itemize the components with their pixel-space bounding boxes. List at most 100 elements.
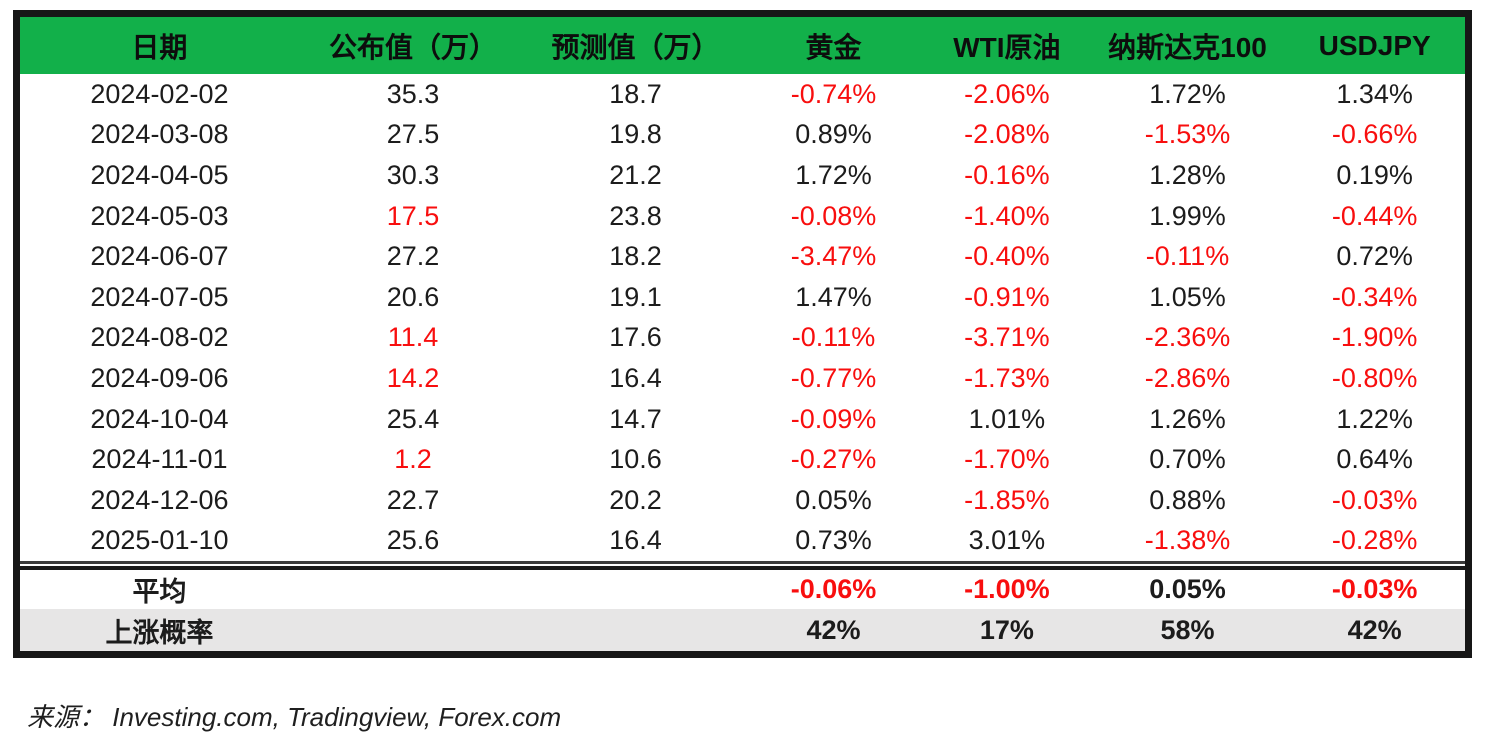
date-cell: 2024-07-05 bbox=[90, 281, 229, 312]
forecast-value-cell: 16.4 bbox=[609, 525, 662, 556]
table-summary: 平均 -0.06% -1.00% 0.05% -0.03% 上涨概率 42% 1… bbox=[20, 561, 1465, 652]
column-header-usdjpy: USDJPY bbox=[1284, 17, 1465, 74]
table-row: 2024-05-03 17.5 23.8 -0.08% -1.40% 1.99%… bbox=[20, 196, 1465, 237]
column-header-wti: WTI原油 bbox=[923, 17, 1091, 74]
gold-change-cell: 0.73% bbox=[795, 525, 872, 556]
probability-wti-cell: 17% bbox=[923, 609, 1091, 652]
table-row: 2024-06-07 27.2 18.2 -3.47% -0.40% -0.11… bbox=[20, 236, 1465, 277]
summary-separator bbox=[20, 561, 1465, 570]
probability-nasdaq100-cell: 58% bbox=[1090, 609, 1285, 652]
wti-change-cell: -1.85% bbox=[964, 484, 1050, 515]
actual-value-cell: 20.6 bbox=[386, 281, 440, 312]
forecast-value-cell: 19.1 bbox=[609, 281, 662, 312]
table-row: 2024-12-06 22.7 20.2 0.05% -1.85% 0.88% … bbox=[20, 480, 1465, 521]
table-row: 2024-04-05 30.3 21.2 1.72% -0.16% 1.28% … bbox=[20, 155, 1465, 196]
date-cell: 2024-05-03 bbox=[90, 200, 229, 231]
probability-usdjpy-cell: 42% bbox=[1284, 609, 1465, 652]
actual-value-cell: 17.5 bbox=[386, 200, 440, 231]
wti-change-cell: -3.71% bbox=[964, 322, 1050, 353]
table-row: 2024-09-06 14.2 16.4 -0.77% -1.73% -2.86… bbox=[20, 358, 1465, 399]
column-header-actual: 公布值（万） bbox=[298, 17, 528, 74]
nfp-impact-table: 日期 公布值（万） 预测值（万） 黄金 WTI原油 纳斯达克100 USDJPY… bbox=[20, 17, 1465, 652]
column-header-date: 日期 bbox=[20, 17, 299, 74]
usdjpy-change-cell: -0.03% bbox=[1331, 484, 1418, 515]
usdjpy-change-cell: 0.64% bbox=[1336, 444, 1413, 475]
date-cell: 2024-03-08 bbox=[90, 119, 229, 150]
nasdaq100-change-cell: 1.26% bbox=[1149, 403, 1226, 434]
empty-cell bbox=[298, 609, 528, 652]
separator-line bbox=[20, 561, 1465, 570]
table-row: 2024-11-01 1.2 10.6 -0.27% -1.70% 0.70% … bbox=[20, 439, 1465, 480]
nasdaq100-change-cell: 1.72% bbox=[1149, 78, 1226, 109]
wti-change-cell: -1.40% bbox=[964, 200, 1050, 231]
forecast-value-cell: 20.2 bbox=[609, 484, 662, 515]
forecast-value-cell: 23.8 bbox=[609, 200, 662, 231]
usdjpy-change-cell: -1.90% bbox=[1331, 322, 1418, 353]
forecast-value-cell: 16.4 bbox=[609, 362, 662, 393]
header-row: 日期 公布值（万） 预测值（万） 黄金 WTI原油 纳斯达克100 USDJPY bbox=[20, 17, 1465, 74]
forecast-value-cell: 10.6 bbox=[609, 444, 662, 475]
table-body: 2024-02-02 35.3 18.7 -0.74% -2.06% 1.72%… bbox=[20, 74, 1465, 563]
date-cell: 2024-06-07 bbox=[90, 241, 229, 272]
date-cell: 2024-09-06 bbox=[90, 362, 229, 393]
probability-gold-cell: 42% bbox=[743, 609, 924, 652]
nasdaq100-change-cell: 1.28% bbox=[1149, 159, 1226, 190]
wti-change-cell: -2.06% bbox=[964, 78, 1050, 109]
wti-change-cell: -0.40% bbox=[964, 241, 1050, 272]
usdjpy-change-cell: -0.66% bbox=[1331, 119, 1418, 150]
nasdaq100-change-cell: -2.36% bbox=[1144, 322, 1231, 353]
table-row: 2024-02-02 35.3 18.7 -0.74% -2.06% 1.72%… bbox=[20, 74, 1465, 115]
table-row: 2024-10-04 25.4 14.7 -0.09% 1.01% 1.26% … bbox=[20, 399, 1465, 440]
nfp-impact-table-frame: 日期 公布值（万） 预测值（万） 黄金 WTI原油 纳斯达克100 USDJPY… bbox=[13, 10, 1472, 659]
actual-value-cell: 25.6 bbox=[386, 525, 440, 556]
usdjpy-change-cell: 1.34% bbox=[1336, 78, 1413, 109]
gold-change-cell: 1.47% bbox=[795, 281, 872, 312]
wti-change-cell: -0.16% bbox=[964, 159, 1050, 190]
actual-value-cell: 30.3 bbox=[386, 159, 440, 190]
usdjpy-change-cell: 1.22% bbox=[1336, 403, 1413, 434]
table-header: 日期 公布值（万） 预测值（万） 黄金 WTI原油 纳斯达克100 USDJPY bbox=[20, 17, 1465, 74]
table-row: 2024-08-02 11.4 17.6 -0.11% -3.71% -2.36… bbox=[20, 318, 1465, 359]
date-cell: 2024-12-06 bbox=[90, 484, 229, 515]
average-gold-cell: -0.06% bbox=[743, 568, 924, 610]
usdjpy-change-cell: -0.80% bbox=[1331, 362, 1418, 393]
actual-value-cell: 14.2 bbox=[386, 362, 440, 393]
table-row: 2024-03-08 27.5 19.8 0.89% -2.08% -1.53%… bbox=[20, 115, 1465, 156]
gold-change-cell: -0.74% bbox=[790, 78, 877, 109]
date-cell: 2024-10-04 bbox=[90, 403, 229, 434]
empty-cell bbox=[527, 568, 744, 610]
gold-change-cell: -0.11% bbox=[791, 322, 876, 353]
nasdaq100-change-cell: -1.38% bbox=[1144, 525, 1231, 556]
date-cell: 2025-01-10 bbox=[90, 525, 229, 556]
actual-value-cell: 35.3 bbox=[386, 78, 440, 109]
empty-cell bbox=[527, 609, 744, 652]
wti-change-cell: -1.73% bbox=[964, 362, 1050, 393]
date-cell: 2024-02-02 bbox=[90, 78, 229, 109]
wti-change-cell: -1.70% bbox=[964, 444, 1050, 475]
nasdaq100-change-cell: -0.11% bbox=[1145, 241, 1230, 272]
actual-value-cell: 11.4 bbox=[387, 322, 439, 353]
nasdaq100-change-cell: 0.88% bbox=[1149, 484, 1226, 515]
usdjpy-change-cell: -0.44% bbox=[1331, 200, 1418, 231]
usdjpy-change-cell: 0.19% bbox=[1336, 159, 1413, 190]
forecast-value-cell: 21.2 bbox=[609, 159, 662, 190]
average-usdjpy-cell: -0.03% bbox=[1284, 568, 1465, 610]
wti-change-cell: 1.01% bbox=[968, 403, 1046, 434]
rise-probability-row: 上涨概率 42% 17% 58% 42% bbox=[20, 609, 1465, 652]
gold-change-cell: -0.09% bbox=[790, 403, 877, 434]
table-row: 2024-07-05 20.6 19.1 1.47% -0.91% 1.05% … bbox=[20, 277, 1465, 318]
column-header-gold: 黄金 bbox=[743, 17, 924, 74]
column-header-forecast: 预测值（万） bbox=[527, 17, 744, 74]
gold-change-cell: -3.47% bbox=[790, 241, 877, 272]
average-nasdaq100-cell: 0.05% bbox=[1090, 568, 1285, 610]
actual-value-cell: 25.4 bbox=[386, 403, 440, 434]
date-cell: 2024-11-01 bbox=[91, 444, 228, 475]
nasdaq100-change-cell: -1.53% bbox=[1144, 119, 1231, 150]
gold-change-cell: 1.72% bbox=[795, 159, 872, 190]
gold-change-cell: -0.77% bbox=[790, 362, 877, 393]
empty-cell bbox=[298, 568, 528, 610]
actual-value-cell: 22.7 bbox=[386, 484, 440, 515]
summary-label-rise-probability: 上涨概率 bbox=[20, 609, 299, 652]
wti-change-cell: -2.08% bbox=[964, 119, 1050, 150]
